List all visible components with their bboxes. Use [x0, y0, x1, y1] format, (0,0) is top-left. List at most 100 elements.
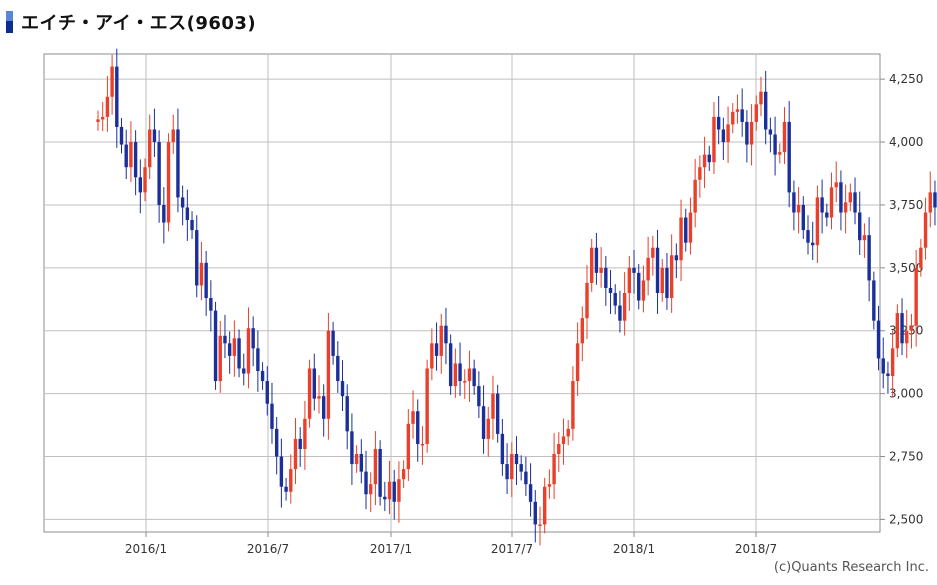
y-tick-label: 3,000: [889, 387, 923, 401]
candle-body: [575, 343, 580, 382]
y-tick-label: 4,000: [889, 135, 923, 149]
candle-body: [256, 348, 260, 371]
candle-body: [110, 66, 114, 97]
candle-body: [613, 293, 617, 306]
candle-body: [251, 328, 255, 349]
candle-body: [180, 197, 185, 208]
candle-body: [350, 431, 354, 465]
candle-body: [138, 177, 143, 193]
candle-body: [858, 212, 862, 241]
candle-body: [580, 318, 585, 344]
candle-body: [665, 267, 669, 299]
candle-body: [933, 192, 937, 208]
candle-body: [900, 313, 904, 344]
candle-body: [919, 247, 923, 268]
candle-body: [829, 187, 834, 218]
y-tick-label: 4,250: [889, 72, 923, 86]
candle-body: [637, 272, 641, 301]
x-tick-label: 2016/1: [125, 542, 167, 556]
candle-body: [886, 373, 890, 377]
candle-body: [364, 471, 368, 495]
candle-body: [552, 454, 556, 485]
candle-body: [669, 255, 674, 299]
candle-body: [618, 305, 622, 321]
candle-body: [171, 129, 175, 143]
candle-body: [627, 267, 632, 293]
candle-body: [105, 96, 110, 117]
candle-body: [223, 335, 227, 344]
candle-body: [514, 454, 519, 465]
candle-body: [890, 348, 895, 377]
candle-body: [486, 418, 490, 439]
candle-body: [787, 121, 791, 193]
candle-body: [745, 121, 749, 145]
candle-body: [702, 154, 707, 168]
candle-body: [176, 129, 180, 198]
candle-body: [129, 142, 133, 168]
candle-body: [716, 116, 721, 130]
candle-body: [463, 381, 467, 383]
title-marker-icon: [6, 11, 13, 33]
candle-body: [397, 479, 401, 502]
candle-body: [495, 393, 500, 434]
candle-body: [406, 423, 411, 470]
candle-body: [453, 363, 458, 387]
candle-body: [679, 217, 683, 261]
candle-body: [825, 212, 829, 218]
chart-title: エイチ・アイ・エス(9603): [21, 13, 257, 34]
candle-body: [778, 152, 782, 155]
candle-body: [199, 262, 204, 286]
candle-body: [782, 121, 787, 153]
candle-body: [115, 66, 119, 127]
candle-body: [430, 343, 434, 369]
candle-body: [646, 257, 650, 281]
candle-body: [815, 197, 820, 246]
candle-body: [458, 363, 462, 382]
candle-body: [416, 411, 420, 444]
candle-body: [604, 267, 608, 288]
candle-body: [862, 235, 867, 241]
candle-body: [707, 154, 711, 163]
candle-body: [759, 91, 763, 105]
candle-body: [524, 471, 528, 485]
candle-body: [204, 262, 208, 299]
candle-body: [881, 358, 885, 374]
candle-body: [599, 267, 603, 273]
candle-body: [383, 496, 387, 500]
candle-body: [133, 142, 138, 178]
candle-body: [505, 464, 509, 480]
y-tick-label: 3,750: [889, 198, 923, 212]
candle-body: [571, 381, 575, 429]
y-tick-label: 2,500: [889, 512, 923, 526]
candle-body: [796, 204, 801, 213]
candle-body: [500, 433, 505, 465]
candle-body: [872, 280, 876, 321]
candle-body: [232, 338, 237, 356]
candle-body: [331, 330, 335, 356]
candle-body: [608, 287, 613, 293]
candle-body: [731, 111, 735, 125]
x-tick-label: 2018/7: [735, 542, 777, 556]
candle-body: [806, 230, 810, 243]
candle-body: [594, 247, 599, 273]
chart-header: エイチ・アイ・エス(9603): [6, 8, 256, 36]
candle-body: [448, 343, 453, 387]
candle-body: [773, 134, 777, 155]
candle-body: [853, 192, 857, 213]
candle-body: [425, 368, 429, 444]
candle-body: [561, 436, 566, 444]
candle-body: [519, 464, 523, 472]
candle-body: [651, 247, 655, 258]
candle-body: [585, 282, 589, 319]
candle-body: [834, 182, 838, 188]
candle-body: [373, 448, 378, 485]
candle-body: [655, 247, 660, 293]
candle-body: [566, 428, 570, 437]
candle-body: [434, 343, 439, 356]
candle-body: [768, 129, 773, 135]
candle-body: [712, 116, 716, 163]
candle-body: [242, 368, 246, 374]
candle-body: [392, 481, 396, 502]
candle-body: [698, 167, 702, 180]
candle-body: [510, 454, 514, 480]
